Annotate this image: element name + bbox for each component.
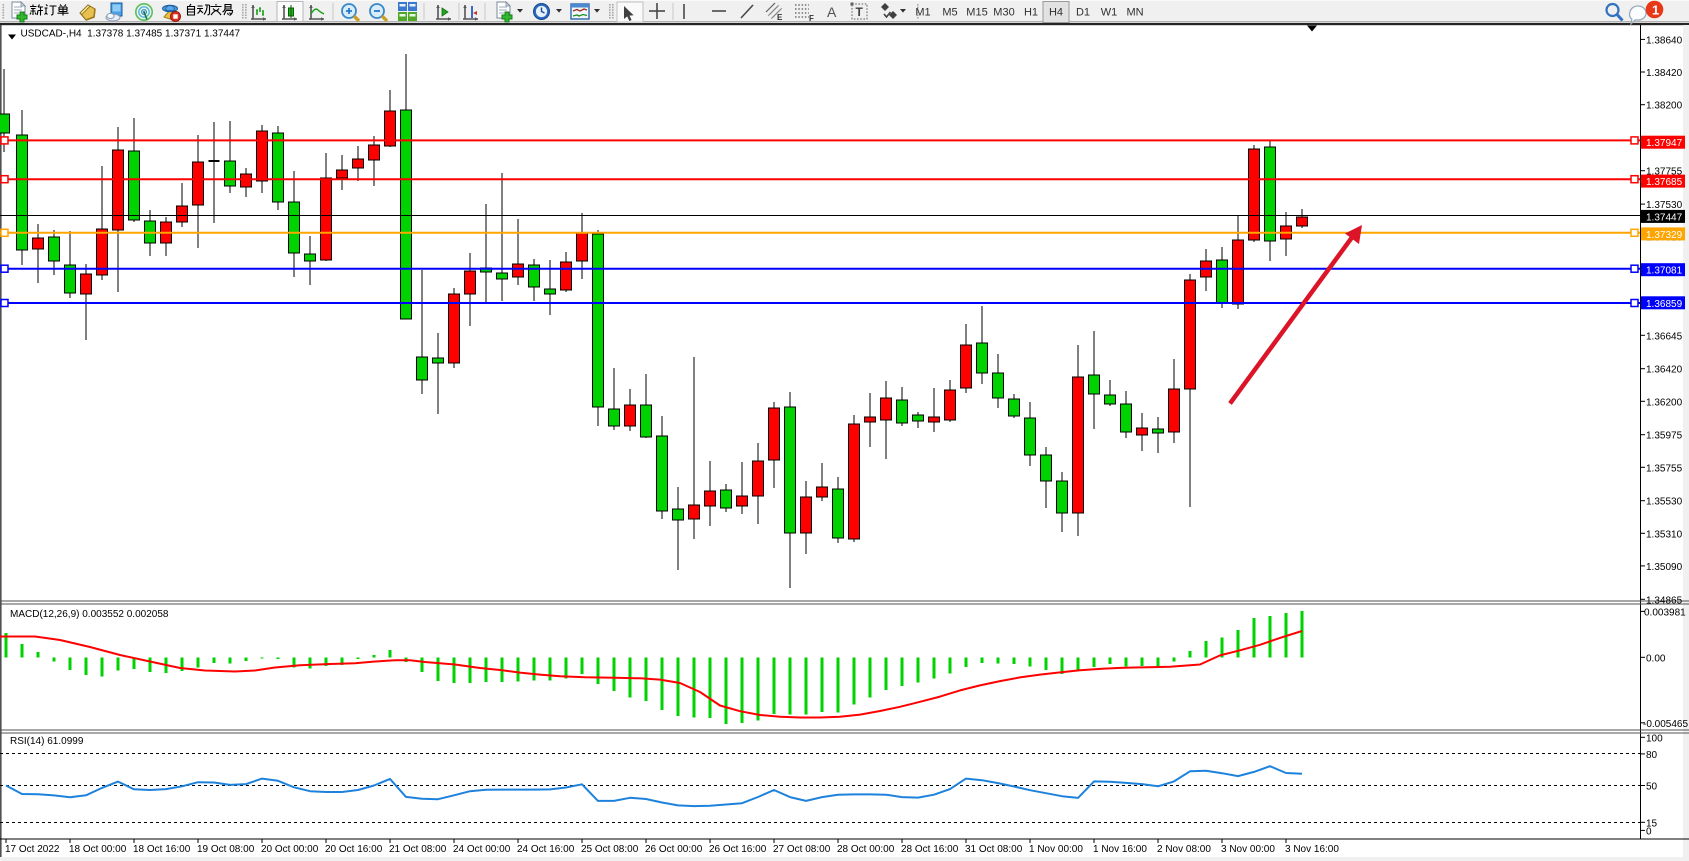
svg-text:1.35975: 1.35975 — [1646, 431, 1683, 442]
svg-text:M30: M30 — [993, 7, 1014, 19]
svg-text:1.37685: 1.37685 — [1646, 177, 1683, 188]
svg-text:D1: D1 — [1076, 7, 1090, 19]
svg-text:E: E — [777, 13, 783, 22]
svg-text:1 Nov 00:00: 1 Nov 00:00 — [1029, 844, 1083, 855]
svg-text:1 Nov 16:00: 1 Nov 16:00 — [1093, 844, 1147, 855]
svg-text:1.37081: 1.37081 — [1646, 266, 1683, 277]
svg-text:3 Nov 00:00: 3 Nov 00:00 — [1221, 844, 1275, 855]
svg-text:USDCAD-,H4 1.37378 1.37485 1.: USDCAD-,H4 1.37378 1.37485 1.37371 1.374… — [21, 29, 241, 40]
svg-text:27 Oct 08:00: 27 Oct 08:00 — [773, 844, 831, 855]
svg-text:0.00: 0.00 — [1646, 653, 1666, 664]
svg-text:1.35090: 1.35090 — [1646, 562, 1683, 573]
svg-text:-0.005465: -0.005465 — [1643, 719, 1688, 730]
svg-text:H1: H1 — [1024, 7, 1038, 19]
svg-text:100: 100 — [1646, 733, 1663, 744]
svg-text:1.34865: 1.34865 — [1646, 595, 1683, 606]
svg-text:1.38420: 1.38420 — [1646, 68, 1683, 79]
svg-text:0.003981: 0.003981 — [1644, 607, 1686, 618]
svg-text:1.35755: 1.35755 — [1646, 463, 1683, 474]
svg-text:M1: M1 — [915, 7, 930, 19]
svg-text:RSI(14) 61.0999: RSI(14) 61.0999 — [10, 736, 84, 747]
svg-text:1.37447: 1.37447 — [1646, 212, 1683, 223]
svg-text:1.37755: 1.37755 — [1646, 167, 1683, 178]
svg-text:3 Nov 16:00: 3 Nov 16:00 — [1285, 844, 1339, 855]
svg-text:1.35310: 1.35310 — [1646, 529, 1683, 540]
svg-text:50: 50 — [1646, 782, 1658, 793]
svg-text:1: 1 — [1652, 3, 1659, 18]
svg-text:1.36859: 1.36859 — [1646, 299, 1683, 310]
svg-text:80: 80 — [1646, 750, 1658, 761]
svg-text:25 Oct 08:00: 25 Oct 08:00 — [581, 844, 639, 855]
svg-text:T: T — [856, 5, 864, 19]
svg-text:1.38640: 1.38640 — [1646, 35, 1683, 46]
svg-text:1.37947: 1.37947 — [1646, 138, 1683, 149]
svg-text:1.37329: 1.37329 — [1646, 230, 1683, 241]
svg-text:2 Nov 08:00: 2 Nov 08:00 — [1157, 844, 1211, 855]
svg-text:1.37530: 1.37530 — [1646, 200, 1683, 211]
svg-text:A: A — [827, 4, 837, 20]
svg-text:MN: MN — [1126, 7, 1143, 19]
svg-text:1.36645: 1.36645 — [1646, 331, 1683, 342]
svg-text:20 Oct 16:00: 20 Oct 16:00 — [325, 844, 383, 855]
svg-text:1.35530: 1.35530 — [1646, 497, 1683, 508]
svg-text:18 Oct 16:00: 18 Oct 16:00 — [133, 844, 191, 855]
svg-text:17 Oct 2022: 17 Oct 2022 — [5, 844, 60, 855]
svg-text:15: 15 — [1646, 818, 1658, 829]
svg-text:19 Oct 08:00: 19 Oct 08:00 — [197, 844, 255, 855]
svg-text:24 Oct 16:00: 24 Oct 16:00 — [517, 844, 575, 855]
svg-text:26 Oct 16:00: 26 Oct 16:00 — [709, 844, 767, 855]
svg-text:31 Oct 08:00: 31 Oct 08:00 — [965, 844, 1023, 855]
svg-text:MACD(12,26,9) 0.003552 0.00205: MACD(12,26,9) 0.003552 0.002058 — [10, 609, 169, 620]
svg-text:1.36420: 1.36420 — [1646, 365, 1683, 376]
svg-text:24 Oct 00:00: 24 Oct 00:00 — [453, 844, 511, 855]
svg-text:28 Oct 00:00: 28 Oct 00:00 — [837, 844, 895, 855]
svg-text:F: F — [809, 14, 814, 23]
svg-text:20 Oct 00:00: 20 Oct 00:00 — [261, 844, 319, 855]
svg-text:21 Oct 08:00: 21 Oct 08:00 — [389, 844, 447, 855]
svg-text:1.36200: 1.36200 — [1646, 397, 1683, 408]
svg-text:W1: W1 — [1101, 7, 1118, 19]
svg-text:0: 0 — [1646, 826, 1652, 837]
svg-text:28 Oct 16:00: 28 Oct 16:00 — [901, 844, 959, 855]
svg-text:M5: M5 — [942, 7, 957, 19]
svg-text:18 Oct 00:00: 18 Oct 00:00 — [69, 844, 127, 855]
svg-text:M15: M15 — [966, 7, 987, 19]
svg-text:1.38200: 1.38200 — [1646, 101, 1683, 112]
svg-text:H4: H4 — [1049, 7, 1063, 19]
svg-text:26 Oct 00:00: 26 Oct 00:00 — [645, 844, 703, 855]
